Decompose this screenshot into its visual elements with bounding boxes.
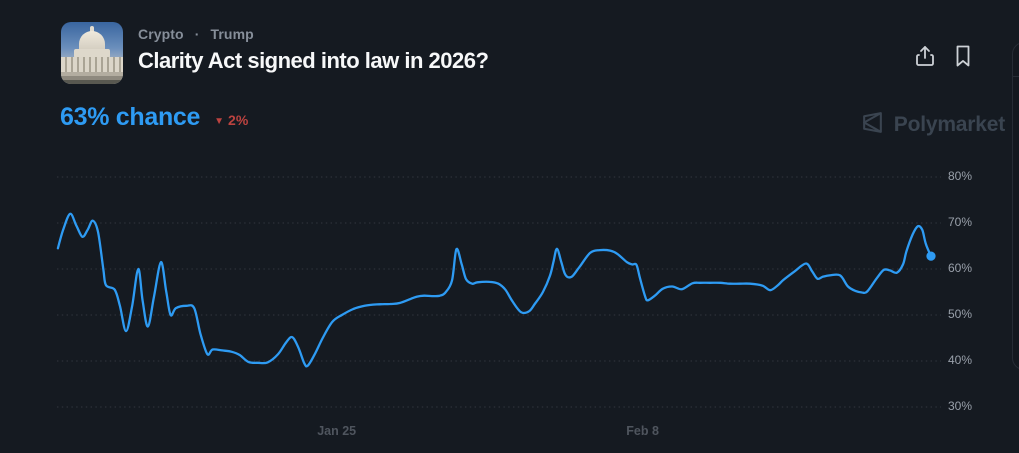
- y-axis-tick-label: 40%: [948, 353, 973, 367]
- bookmark-icon: [954, 45, 972, 71]
- x-axis-tick-label: Jan 25: [317, 424, 357, 438]
- y-axis-tick-label: 60%: [948, 261, 973, 275]
- latest-price-dot: [926, 251, 936, 261]
- y-axis-tick-label: 30%: [948, 399, 973, 413]
- capitol-spire: [90, 26, 94, 34]
- breadcrumb: Crypto · Trump: [138, 26, 488, 42]
- x-axis-tick-label: Feb 8: [626, 424, 659, 438]
- polymarket-watermark[interactable]: Polymarket: [860, 110, 1005, 140]
- polymarket-brand-text: Polymarket: [893, 113, 1005, 136]
- trade-panel-divider: [1013, 76, 1019, 77]
- market-header: Crypto · Trump Clarity Act signed into l…: [61, 22, 489, 84]
- breadcrumb-category[interactable]: Crypto: [138, 26, 184, 42]
- breadcrumb-separator: ·: [194, 26, 200, 42]
- market-avatar: [61, 22, 123, 84]
- capitol-columns: [61, 57, 123, 74]
- y-axis-tick-label: 70%: [948, 215, 973, 229]
- bookmark-button[interactable]: [954, 44, 972, 68]
- share-icon: [915, 46, 935, 71]
- down-arrow-icon: ▼: [214, 116, 225, 127]
- price-line: [56, 212, 933, 368]
- capitol-dome-base: [74, 49, 110, 58]
- price-row: 63% chance ▼ 2%: [60, 103, 248, 132]
- breadcrumb-subcategory[interactable]: Trump: [210, 26, 254, 42]
- price-change-badge: ▼ 2%: [214, 112, 248, 128]
- y-axis-tick-label: 50%: [948, 307, 973, 321]
- market-title: Clarity Act signed into law in 2026?: [138, 48, 489, 73]
- y-axis-tick-label: 80%: [948, 169, 973, 183]
- price-change-value: 2%: [228, 112, 249, 128]
- capitol-steps: [61, 72, 123, 84]
- polymarket-logo-icon: [860, 110, 885, 140]
- chance-value: 63% chance: [60, 103, 201, 131]
- trade-panel-edge: [1012, 42, 1019, 370]
- header-actions: [915, 44, 972, 68]
- share-button[interactable]: [915, 44, 935, 68]
